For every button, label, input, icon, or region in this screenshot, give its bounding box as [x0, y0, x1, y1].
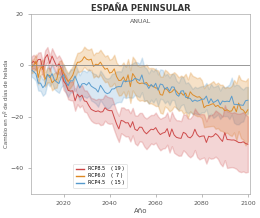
X-axis label: Año: Año [134, 208, 147, 214]
Y-axis label: Cambio en nº de días de helada: Cambio en nº de días de helada [4, 60, 9, 148]
Text: ANUAL: ANUAL [130, 19, 151, 24]
Legend: RCP8.5    ( 19 ), RCP6.0    (  7 ), RCP4.5    ( 15 ): RCP8.5 ( 19 ), RCP6.0 ( 7 ), RCP4.5 ( 15… [73, 164, 127, 188]
Title: ESPAÑA PENINSULAR: ESPAÑA PENINSULAR [91, 4, 191, 13]
